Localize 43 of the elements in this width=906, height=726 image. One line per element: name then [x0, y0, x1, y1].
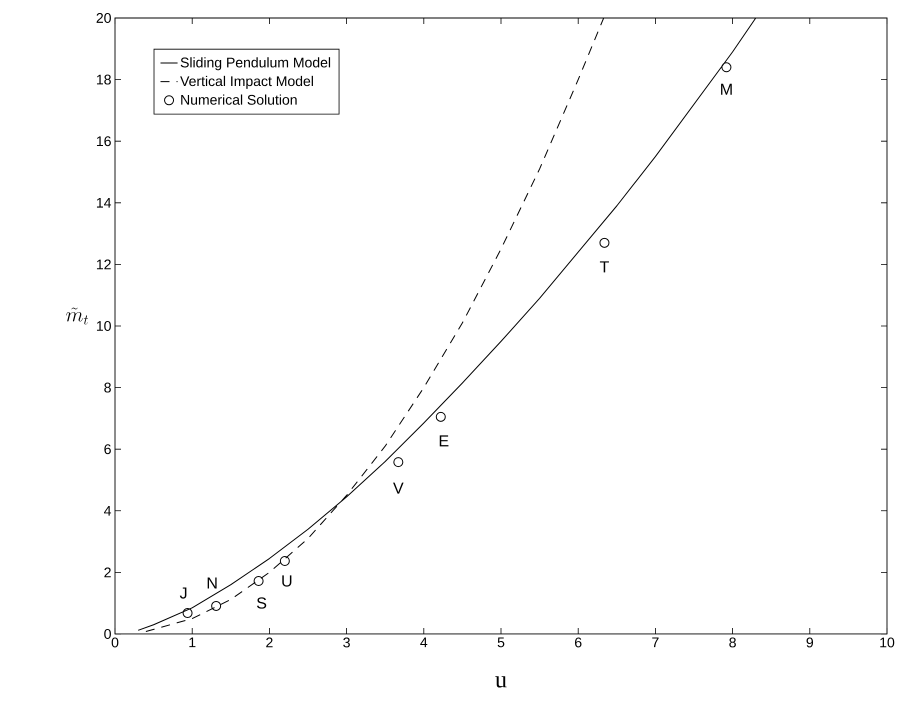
point — [393, 457, 404, 468]
point — [599, 238, 610, 248]
x-tick-label: 2 — [266, 638, 273, 648]
annotation: U — [282, 575, 292, 587]
x-tick-label: 9 — [806, 638, 814, 648]
x-tick-label: 0 — [112, 638, 118, 648]
annotation: E — [440, 435, 448, 446]
y-tick-label: 0 — [104, 629, 111, 639]
annotation: T — [600, 261, 609, 272]
y-tick-label: 2 — [104, 567, 111, 578]
y-tick-label: 6 — [104, 444, 111, 454]
annotation: V — [393, 482, 404, 494]
point — [254, 576, 264, 586]
x-tick-label: 5 — [498, 638, 504, 648]
x-tick-label: 1 — [189, 638, 196, 648]
legend-label: Vertical Impact Model — [180, 76, 313, 89]
x-tick-label: 6 — [575, 638, 582, 648]
y-tick-label: 10 — [96, 321, 111, 331]
x-axis-title: u — [495, 676, 507, 688]
y-tick-label: 12 — [96, 259, 111, 270]
point — [721, 62, 732, 72]
legend-label: Numerical Solution — [181, 94, 297, 105]
x-tick-label: 8 — [729, 638, 736, 648]
x-tick-label: 7 — [652, 638, 659, 648]
annotation: J — [180, 587, 186, 599]
point — [182, 608, 193, 618]
x-tick-label: 3 — [343, 638, 350, 648]
y-axis-title: $\tilde{m}_t$ — [66, 308, 88, 324]
y-tick-label: 4 — [104, 506, 112, 516]
legend-label: Sliding Pendulum Model — [180, 57, 330, 70]
point — [211, 600, 222, 611]
annotation: S — [256, 597, 266, 609]
y-tick-label: 14 — [96, 198, 112, 208]
annotation: N — [208, 577, 217, 588]
y-tick-label: 16 — [96, 136, 111, 146]
annotation: M — [721, 84, 732, 95]
x-tick-label: 4 — [420, 638, 428, 648]
y-tick-label: 18 — [96, 74, 111, 85]
point — [280, 556, 290, 566]
y-tick-label: 20 — [96, 13, 111, 23]
x-tick-label: 10 — [880, 638, 894, 648]
y-tick-label: 8 — [104, 382, 111, 393]
point — [436, 412, 446, 422]
